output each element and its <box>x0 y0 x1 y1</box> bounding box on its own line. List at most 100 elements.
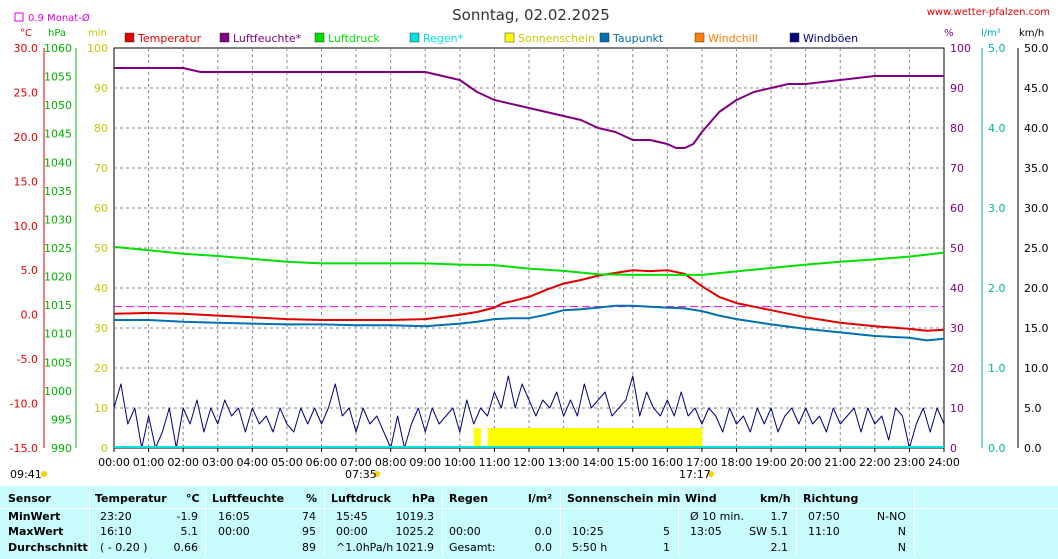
sunshine-bar <box>516 428 518 448</box>
sunshine-bar <box>584 428 586 448</box>
sunshine-bar <box>618 428 620 448</box>
sunshine-bar <box>663 428 666 448</box>
sunshine-bar <box>680 428 682 448</box>
legend-label: Taupunkt <box>612 32 664 45</box>
x-tick-label: 13:00 <box>548 456 580 469</box>
sunshine-tick-label: 80 <box>94 122 108 135</box>
x-tick-label: 11:00 <box>479 456 511 469</box>
sunshine-bar <box>510 428 513 448</box>
x-tick-label: 21:00 <box>824 456 856 469</box>
sunshine-bar <box>583 428 585 448</box>
x-tick-label: 07:00 <box>340 456 372 469</box>
sunshine-bar <box>631 428 633 448</box>
sunshine-bar <box>689 428 692 448</box>
sunshine-bar <box>506 428 508 448</box>
sunshine-bar <box>596 428 598 448</box>
sunshine-bar <box>628 428 630 448</box>
sunshine-bar <box>652 428 654 448</box>
sunshine-bar <box>602 428 604 448</box>
x-tick-label: 10:00 <box>444 456 476 469</box>
col-sep <box>678 488 679 557</box>
table-cell-hum-v: 89 <box>302 541 316 554</box>
sunset-icon <box>708 471 714 477</box>
humidity-tick-label: 80 <box>950 122 964 135</box>
sunshine-bar <box>490 428 493 448</box>
legend-swatch <box>314 32 325 43</box>
sunshine-bar <box>597 428 599 448</box>
table-cell-press-t: 15:45 <box>336 510 368 523</box>
x-tick-label: 04:00 <box>236 456 268 469</box>
sunshine-bar <box>647 428 649 448</box>
sunshine-bar <box>694 428 696 448</box>
wind-tick-label: 50.0 <box>1024 42 1049 55</box>
temp-tick-label: 15.0 <box>14 175 39 188</box>
sunshine-bar <box>700 428 702 448</box>
sunshine-bar <box>511 428 513 448</box>
sunshine-bar <box>664 428 666 448</box>
sunshine-bar <box>643 428 645 448</box>
sunshine-bar <box>505 428 507 448</box>
sunshine-bar <box>683 428 685 448</box>
sunshine-bar <box>626 428 628 448</box>
hdr-hum: Luftfeuchte <box>212 492 285 505</box>
sunshine-bar <box>610 428 612 448</box>
sunshine-bar <box>676 428 679 448</box>
sunshine-bar <box>476 428 478 448</box>
table-cell-dir-t: 07:50 <box>808 510 840 523</box>
sunshine-bar <box>542 428 545 448</box>
temp-tick-label: 0.0 <box>21 309 39 322</box>
humidity-tick-label: 30 <box>950 322 964 335</box>
sunshine-bar <box>651 428 653 448</box>
sunshine-bar <box>631 428 634 448</box>
pressure-tick-label: 1045 <box>44 128 72 141</box>
sunshine-bar <box>550 428 552 448</box>
table-cell-hum-v: 95 <box>302 525 316 538</box>
table-cell-rain-t: Gesamt: <box>449 541 496 554</box>
sunshine-bar <box>491 428 494 448</box>
sunshine-bar <box>649 428 651 448</box>
legend-label: Sonnenschein <box>518 32 595 45</box>
sunshine-bar <box>612 428 615 448</box>
table-cell-sun-t: 5:50 h <box>572 541 608 554</box>
series-temperatur <box>113 269 945 332</box>
temp-tick-label: 30.0 <box>14 42 39 55</box>
sunshine-bar <box>533 428 535 448</box>
table-cell-temp-t: ( - 0.20 ) <box>100 541 148 554</box>
sunshine-bar <box>591 428 593 448</box>
sunshine-bar <box>598 428 600 448</box>
sunshine-bar <box>554 428 556 448</box>
sunshine-bar <box>545 428 547 448</box>
sunshine-bar <box>535 428 537 448</box>
sunshine-bar <box>668 428 670 448</box>
sunshine-bar <box>630 428 632 448</box>
hdr-rain: Regen <box>449 492 489 505</box>
sunshine-bar <box>503 428 505 448</box>
sunshine-bar <box>536 428 538 448</box>
current-time: 09:41 <box>10 468 42 481</box>
source-link[interactable]: www.wetter-pfalzen.com <box>927 7 1050 18</box>
table-cell-press-v: 1019.3 <box>395 510 435 523</box>
sunshine-bar <box>687 428 689 448</box>
sunshine-bar <box>620 428 622 448</box>
sunshine-bar <box>666 428 668 448</box>
x-tick-label: 20:00 <box>790 456 822 469</box>
sunshine-bar <box>559 428 561 448</box>
sunshine-bar <box>657 428 660 448</box>
humidity-tick-label: 0 <box>950 442 957 455</box>
x-tick-label: 03:00 <box>202 456 234 469</box>
table-cell-sun-t: 10:25 <box>572 525 604 538</box>
sunshine-bar <box>671 428 673 448</box>
wind-tick-label: 35.0 <box>1024 162 1049 175</box>
pressure-tick-label: 1050 <box>44 99 72 112</box>
sunshine-bar <box>557 428 559 448</box>
table-cell-rain-v: 0.0 <box>534 525 553 538</box>
humidity-tick-label: 20 <box>950 362 964 375</box>
series-luftdruck <box>113 245 945 276</box>
sunshine-bar <box>640 428 642 448</box>
sunshine-bar <box>543 428 545 448</box>
sunshine-bar <box>605 428 607 448</box>
x-tick-label: 15:00 <box>617 456 649 469</box>
sunshine-bar <box>650 428 653 448</box>
table-cell-press-v: 1025.2 <box>395 525 435 538</box>
sunshine-bar <box>617 428 619 448</box>
